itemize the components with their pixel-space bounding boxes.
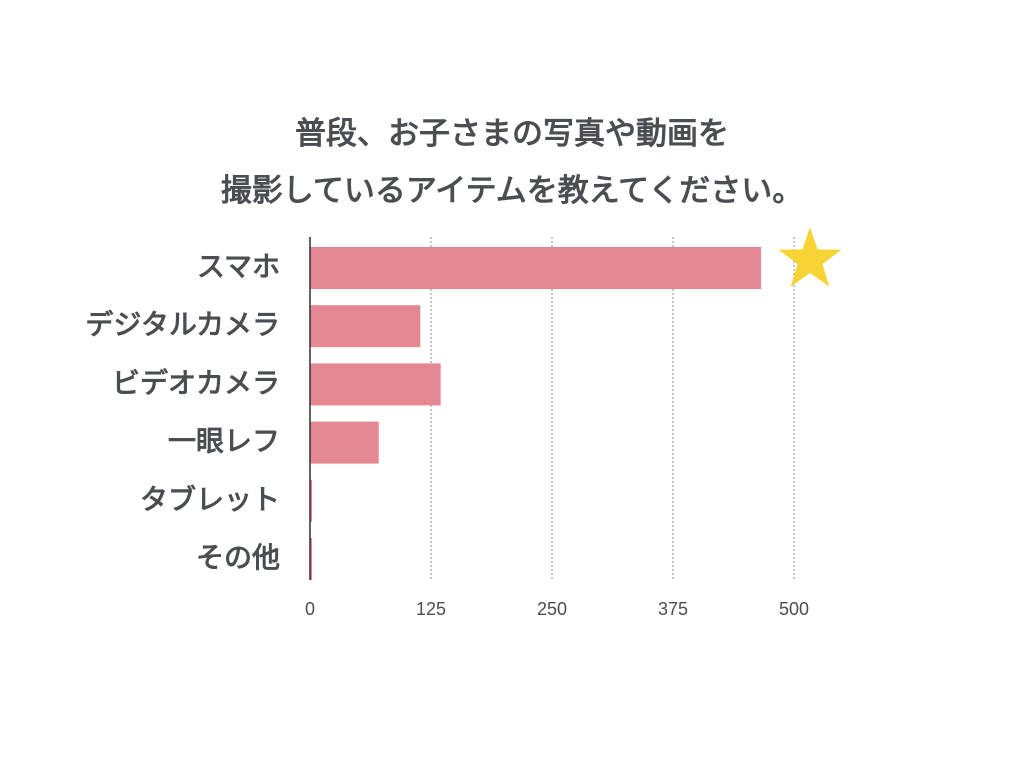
chart-title-line-2: 撮影しているアイテムを教えてください。 <box>220 173 804 209</box>
x-tick-label: 125 <box>416 599 446 619</box>
x-tick-label: 0 <box>305 599 315 619</box>
category-label: ビデオカメラ <box>112 366 280 399</box>
star-icon <box>778 227 842 287</box>
category-label: 一眼レフ <box>168 425 280 458</box>
chart-title-line-1: 普段、お子さまの写真や動画を <box>295 116 729 152</box>
x-tick-labels: 0 125 250 375 500 <box>305 599 809 619</box>
bar <box>310 363 441 406</box>
bars <box>310 247 762 580</box>
grid-lines <box>430 237 795 580</box>
x-tick-label: 500 <box>779 599 809 619</box>
bar <box>310 305 421 348</box>
x-tick-label: 250 <box>537 599 567 619</box>
bar <box>310 479 312 522</box>
bar <box>310 538 312 580</box>
category-label: その他 <box>196 541 280 574</box>
category-label: スマホ <box>197 250 280 283</box>
bar <box>310 421 379 464</box>
x-tick-label: 375 <box>658 599 688 619</box>
bar <box>310 247 762 289</box>
category-label: タブレット <box>140 483 280 516</box>
category-label: デジタルカメラ <box>85 308 280 341</box>
highlight-marker <box>778 227 842 287</box>
